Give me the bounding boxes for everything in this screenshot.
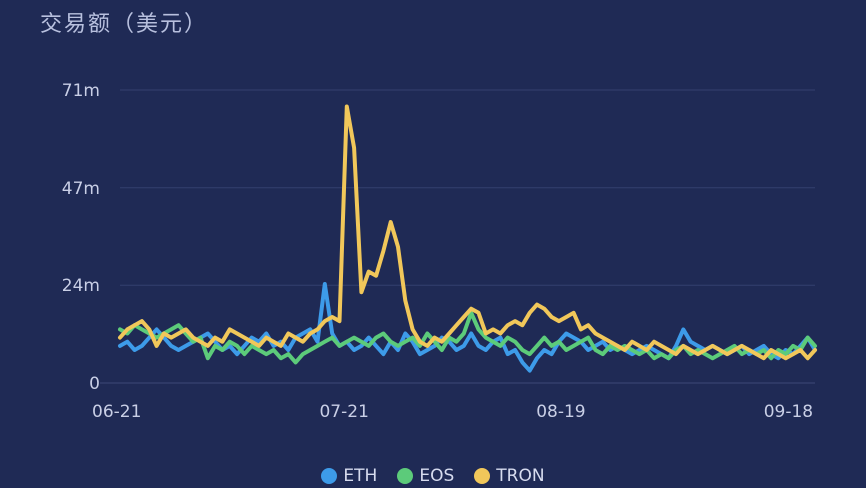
legend-label: EOS [419, 466, 455, 486]
y-tick-label: 47m [62, 179, 100, 199]
legend-marker [474, 468, 491, 484]
series-line-eos [118, 310, 817, 365]
x-tick-label: 06-21 [92, 402, 141, 422]
legend-item-eos[interactable]: EOS [397, 466, 454, 486]
legend-marker [397, 468, 414, 484]
legend-label: ETH [343, 466, 378, 486]
line-chart: 0 24m 47m 71m 06-21 07-21 08-19 09-18 [62, 81, 817, 422]
y-tick-label: 71m [62, 81, 100, 101]
legend-item-eth[interactable]: ETH [321, 466, 377, 486]
legend-item-tron[interactable]: TRON [474, 466, 545, 486]
legend-label: TRON [496, 466, 545, 486]
legend-marker [321, 468, 338, 484]
series-line-tron [118, 104, 817, 361]
y-tick-label: 0 [89, 374, 100, 394]
series-line-eth [118, 282, 817, 373]
x-tick-label: 08-19 [536, 402, 585, 422]
y-tick-label: 24m [62, 276, 100, 296]
x-tick-label: 09-18 [764, 402, 813, 422]
legend: ETH EOS TRON [0, 466, 866, 486]
x-tick-label: 07-21 [319, 402, 368, 422]
chart-title: 交易额（美元） [40, 12, 209, 37]
